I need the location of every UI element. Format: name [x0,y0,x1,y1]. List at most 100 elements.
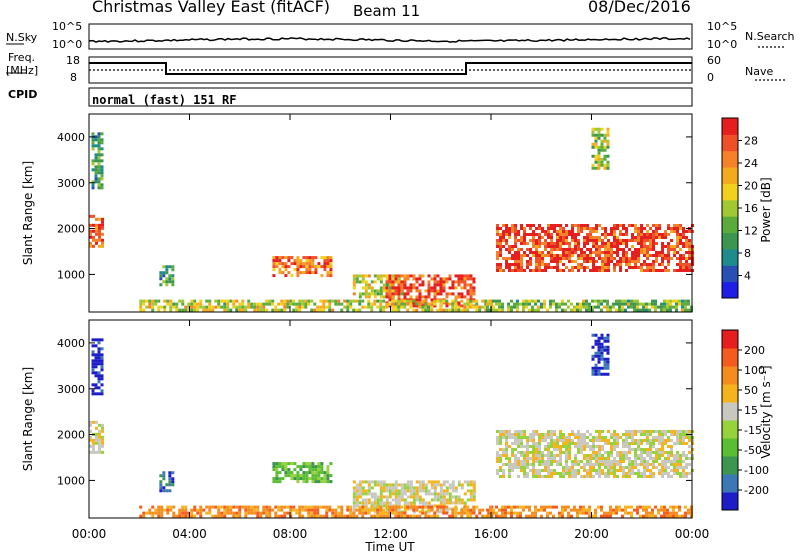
heatmap-cell [283,305,287,309]
heatmap-cell [445,486,449,490]
heatmap-cell [409,299,413,303]
heatmap-cell [587,508,591,512]
heatmap-cell [565,254,569,257]
heatmap-cell [196,308,200,312]
heatmap-cell [640,263,644,266]
heatmap-cell [631,254,635,257]
heatmap-cell [412,274,416,278]
heatmap-cell [418,486,422,490]
heatmap-cell [607,266,611,269]
heatmap-cell [594,366,598,370]
heatmap-cell [445,295,449,299]
heatmap-cell [665,511,669,515]
heatmap-cell [370,486,374,490]
heatmap-cell [625,245,629,248]
heatmap-cell [685,260,689,263]
x-tick-label: 08:00 [273,527,308,541]
heatmap-cell [586,239,590,242]
heatmap-cell [409,505,413,509]
heatmap-cell [496,239,500,242]
heatmap-cell [352,292,356,296]
heatmap-cell [358,295,362,299]
heatmap-cell [499,433,503,436]
heatmap-cell [637,239,641,242]
heatmap-cell [223,505,227,509]
heatmap-cell [457,283,461,287]
heatmap-cell [643,463,647,466]
heatmap-cell [677,299,681,303]
heatmap-cell [520,442,524,445]
heatmap-cell [614,511,618,515]
heatmap-cell [181,299,185,303]
heatmap-cell [604,451,608,454]
heatmap-cell [670,448,674,451]
heatmap-cell [595,227,599,230]
heatmap-cell [679,439,683,442]
heatmap-cell [665,299,669,303]
heatmap-cell [598,248,602,251]
heatmap-cell [298,508,302,512]
heatmap-cell [253,505,257,509]
heatmap-cell [436,289,440,293]
heatmap-cell [424,511,428,515]
heatmap-cell [94,144,98,148]
heatmap-cell [496,227,500,230]
heatmap-cell [673,251,677,254]
heatmap-cell [442,508,446,512]
heatmap-cell [541,457,545,460]
heatmap-cell [235,299,239,303]
heatmap-cell [220,299,224,303]
heatmap-cell [409,495,413,499]
heatmap-cell [601,439,605,442]
heatmap-cell [445,489,449,493]
heatmap-cell [679,466,683,469]
heatmap-cell [508,269,512,272]
heatmap-cell [226,505,230,509]
heatmap-cell [145,305,149,309]
heatmap-cell [629,505,633,509]
heatmap-cell [388,298,392,302]
heatmap-cell [591,354,595,358]
heatmap-cell [388,501,392,505]
heatmap-cell [505,230,509,233]
heatmap-cell [652,457,656,460]
heatmap-cell [682,227,686,230]
heatmap-cell [442,280,446,284]
heatmap-cell [394,501,398,505]
heatmap-cell [466,292,470,296]
heatmap-cell [680,308,684,312]
heatmap-cell [545,511,549,515]
heatmap-cell [505,248,509,251]
heatmap-cell [379,274,383,278]
heatmap-cell [320,465,324,469]
heatmap-cell [259,302,263,306]
heatmap-cell [97,150,101,154]
heatmap-cell [652,439,656,442]
heatmap-cell [184,305,188,309]
heatmap-cell [589,257,593,260]
heatmap-cell [589,454,593,457]
heatmap-cell [370,292,374,296]
heatmap-cell [412,486,416,490]
heatmap-cell [97,183,101,187]
heatmap-cell [385,507,389,511]
heatmap-cell [569,514,573,518]
heatmap-cell [514,257,518,260]
heatmap-cell [379,501,383,505]
heatmap-cell [421,511,425,515]
heatmap-cell [409,289,413,293]
heatmap-cell [598,269,602,272]
heatmap-cell [583,239,587,242]
heatmap-cell [587,302,591,306]
heatmap-cell [547,227,551,230]
heatmap-cell [91,392,95,396]
heatmap-cell [506,505,510,509]
heatmap-cell [223,508,227,512]
heatmap-cell [616,239,620,242]
heatmap-cell [244,505,248,509]
heatmap-cell [448,292,452,296]
heatmap-cell [445,505,449,509]
heatmap-cell [97,153,101,157]
heatmap-cell [308,262,312,266]
heatmap-cell [597,148,601,152]
